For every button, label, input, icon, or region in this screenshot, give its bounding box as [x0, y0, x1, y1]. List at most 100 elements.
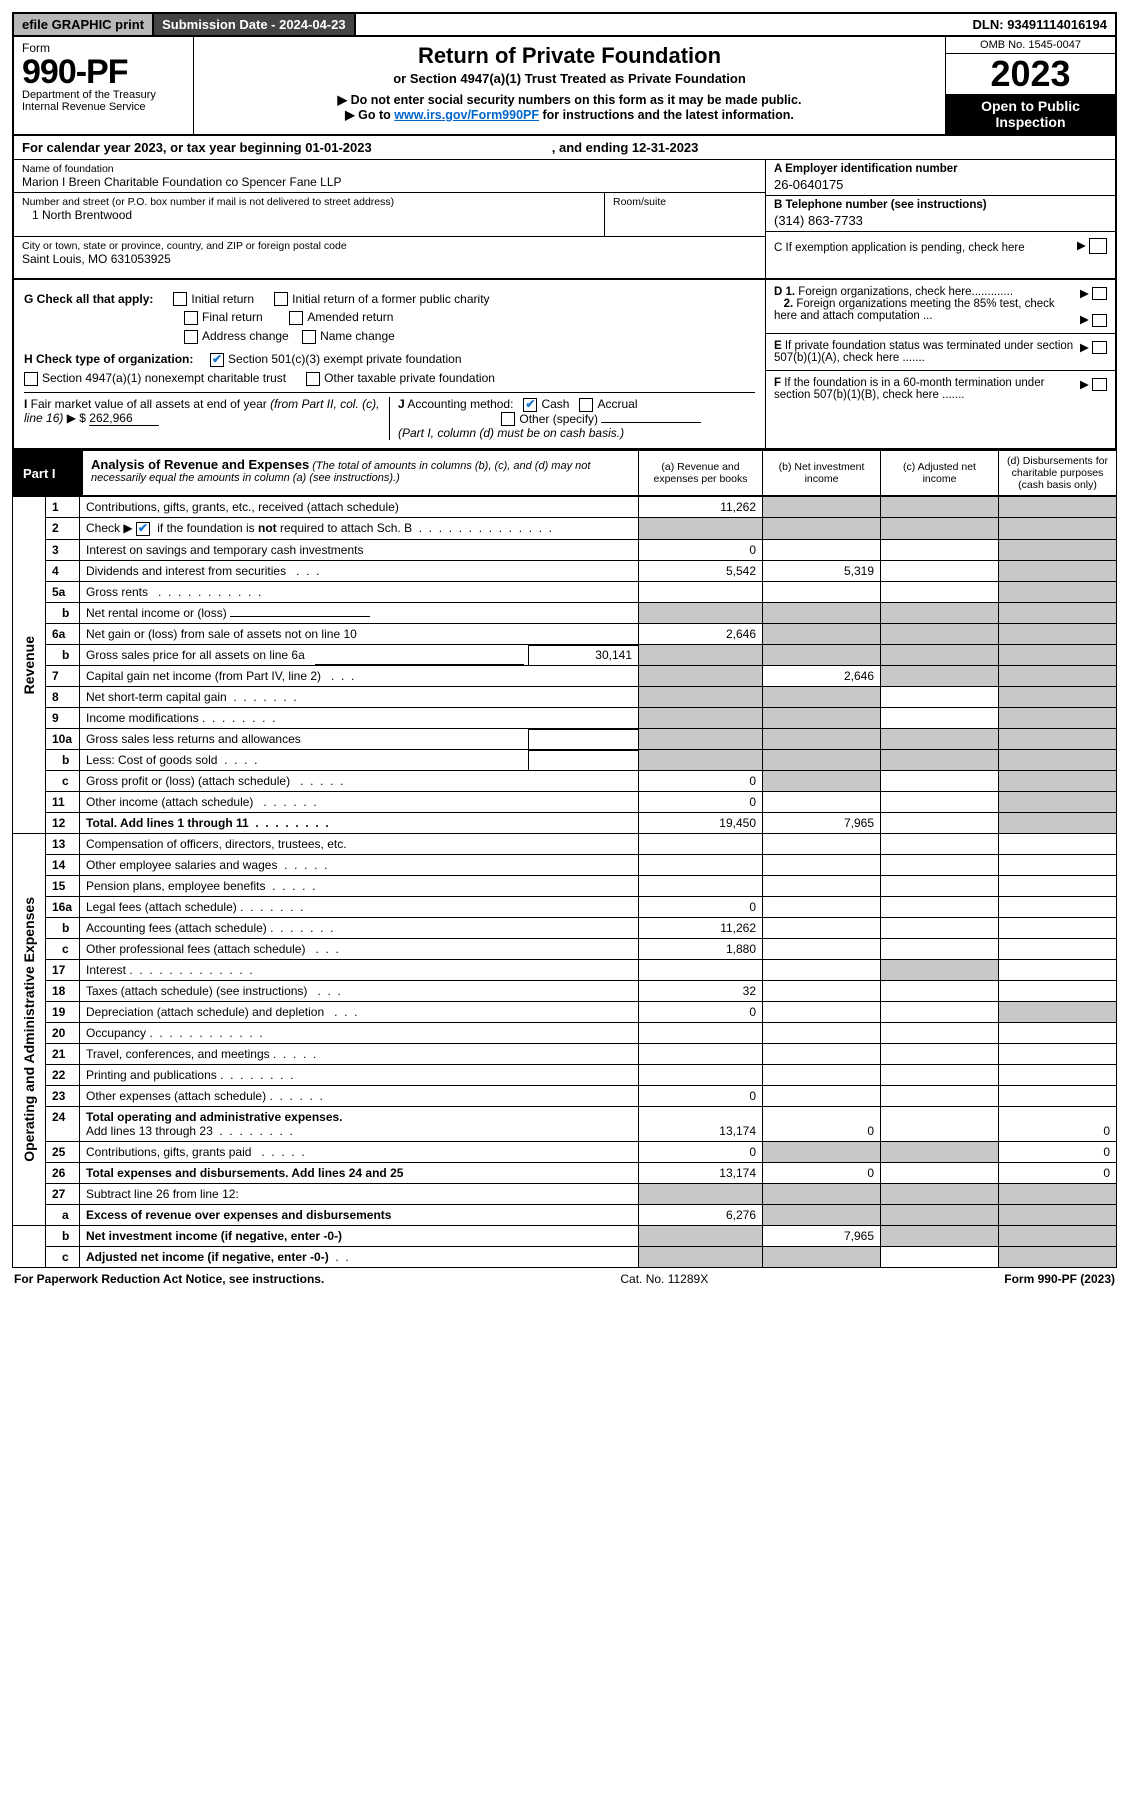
- j-block: J Accounting method: Cash Accrual Other …: [390, 397, 755, 441]
- table-row: aExcess of revenue over expenses and dis…: [13, 1205, 1117, 1226]
- name-change-label: Name change: [320, 329, 395, 343]
- address-change-checkbox[interactable]: [184, 330, 198, 344]
- col-b-header: (b) Net investment income: [762, 451, 880, 495]
- expenses-sidelabel: Operating and Administrative Expenses: [13, 834, 46, 1226]
- table-row: bAccounting fees (attach schedule) . . .…: [13, 918, 1117, 939]
- line-10c-desc: Gross profit or (loss) (attach schedule)…: [80, 771, 639, 792]
- line-17-desc: Interest . . . . . . . . . . . . .: [80, 960, 639, 981]
- other-method-checkbox[interactable]: [501, 412, 515, 426]
- line-16b-a: 11,262: [639, 918, 763, 939]
- line-5b-desc: Net rental income or (loss): [80, 603, 639, 624]
- ein-row: A Employer identification number 26-0640…: [766, 160, 1115, 196]
- address-row: Number and street (or P.O. box number if…: [14, 193, 765, 237]
- ein-value: 26-0640175: [774, 175, 1107, 192]
- room-cell: Room/suite: [605, 193, 765, 236]
- foundation-name-label: Name of foundation: [22, 163, 757, 175]
- line-2-desc: Check ▶ if the foundation is not require…: [80, 518, 639, 540]
- accrual-checkbox[interactable]: [579, 398, 593, 412]
- cash-checkbox[interactable]: [523, 398, 537, 412]
- line-4-b: 5,319: [763, 561, 881, 582]
- table-row: 8Net short-term capital gain . . . . . .…: [13, 687, 1117, 708]
- name-change-checkbox[interactable]: [302, 330, 316, 344]
- cal-begin: For calendar year 2023, or tax year begi…: [22, 140, 372, 155]
- paperwork-notice: For Paperwork Reduction Act Notice, see …: [14, 1272, 324, 1286]
- table-row: cGross profit or (loss) (attach schedule…: [13, 771, 1117, 792]
- omb-number: OMB No. 1545-0047: [946, 37, 1115, 54]
- s4947-label: Section 4947(a)(1) nonexempt charitable …: [42, 371, 286, 385]
- line-19-desc: Depreciation (attach schedule) and deple…: [80, 1002, 639, 1023]
- part-i-header: Part I Analysis of Revenue and Expenses …: [12, 449, 1117, 496]
- line-27c-desc: Adjusted net income (if negative, enter …: [80, 1247, 639, 1268]
- d1-checkbox[interactable]: [1092, 287, 1107, 300]
- header-left: Form 990-PF Department of the Treasury I…: [14, 37, 194, 134]
- street-label: Number and street (or P.O. box number if…: [22, 196, 596, 208]
- line-27b-desc: Net investment income (if negative, ente…: [80, 1226, 639, 1247]
- s501c3-checkbox[interactable]: [210, 353, 224, 367]
- other-taxable-checkbox[interactable]: [306, 372, 320, 386]
- e-row: E If private foundation status was termi…: [766, 334, 1115, 371]
- form-note-ssn: ▶ Do not enter social security numbers o…: [202, 92, 937, 107]
- form-number: 990-PF: [22, 55, 185, 89]
- table-row: b Less: Cost of goods sold . . . .: [13, 750, 1117, 771]
- table-row: Revenue 1Contributions, gifts, grants, e…: [13, 497, 1117, 518]
- goto-pre: ▶ Go to: [345, 108, 394, 122]
- j-note: (Part I, column (d) must be on cash basi…: [398, 426, 624, 440]
- table-row: 7Capital gain net income (from Part IV, …: [13, 666, 1117, 687]
- initial-return-checkbox[interactable]: [173, 292, 187, 306]
- city-label: City or town, state or province, country…: [22, 240, 757, 252]
- initial-return-label: Initial return: [191, 292, 254, 306]
- amended-return-label: Amended return: [307, 310, 393, 324]
- table-row: 27Subtract line 26 from line 12:: [13, 1184, 1117, 1205]
- f-checkbox[interactable]: [1092, 378, 1107, 391]
- final-return-label: Final return: [202, 310, 263, 324]
- cal-end: , and ending 12-31-2023: [552, 140, 699, 155]
- h-row: H Check type of organization: Section 50…: [24, 352, 755, 367]
- line-4-a: 5,542: [639, 561, 763, 582]
- d2-checkbox[interactable]: [1092, 314, 1107, 327]
- table-row: 6aNet gain or (loss) from sale of assets…: [13, 624, 1117, 645]
- form-header: Form 990-PF Department of the Treasury I…: [12, 37, 1117, 136]
- city-value: Saint Louis, MO 631053925: [22, 252, 757, 266]
- line-6b-inner: 30,141: [528, 645, 638, 665]
- line-18-a: 32: [639, 981, 763, 1002]
- line-24-b: 0: [763, 1107, 881, 1142]
- line-23-desc: Other expenses (attach schedule) . . . .…: [80, 1086, 639, 1107]
- street-value: 1 North Brentwood: [22, 208, 596, 222]
- table-row: 14Other employee salaries and wages . . …: [13, 855, 1117, 876]
- entity-block: Name of foundation Marion I Breen Charit…: [12, 160, 1117, 280]
- g-label: G Check all that apply:: [24, 292, 153, 306]
- ein-label: A Employer identification number: [774, 163, 1107, 175]
- exemption-arrow: ▶: [1077, 238, 1107, 254]
- page-footer: For Paperwork Reduction Act Notice, see …: [12, 1268, 1117, 1286]
- other-method-line: [601, 422, 701, 423]
- line-16a-desc: Legal fees (attach schedule) . . . . . .…: [80, 897, 639, 918]
- line-27a-desc: Excess of revenue over expenses and disb…: [80, 1205, 639, 1226]
- fmv-value: 262,966: [89, 411, 159, 426]
- form-subtitle: or Section 4947(a)(1) Trust Treated as P…: [202, 71, 937, 86]
- table-row: Operating and Administrative Expenses 13…: [13, 834, 1117, 855]
- h-label: H Check type of organization:: [24, 352, 193, 366]
- col-a-header: (a) Revenue and expenses per books: [638, 451, 762, 495]
- sch-b-checkbox[interactable]: [136, 522, 150, 536]
- line-16c-a: 1,880: [639, 939, 763, 960]
- form-ref: Form 990-PF (2023): [1004, 1272, 1115, 1286]
- line-15-desc: Pension plans, employee benefits . . . .…: [80, 876, 639, 897]
- exemption-checkbox[interactable]: [1089, 238, 1107, 254]
- revenue-sidelabel: Revenue: [13, 497, 46, 834]
- e-checkbox[interactable]: [1092, 341, 1107, 354]
- s501c3-label: Section 501(c)(3) exempt private foundat…: [228, 352, 461, 366]
- line-23-a: 0: [639, 1086, 763, 1107]
- street-cell: Number and street (or P.O. box number if…: [14, 193, 605, 236]
- foundation-name-row: Name of foundation Marion I Breen Charit…: [14, 160, 765, 193]
- goto-post: for instructions and the latest informat…: [539, 108, 794, 122]
- initial-former-checkbox[interactable]: [274, 292, 288, 306]
- amended-return-checkbox[interactable]: [289, 311, 303, 325]
- form-990pf-link[interactable]: www.irs.gov/Form990PF: [394, 108, 539, 122]
- table-row: 5aGross rents . . . . . . . . . . .: [13, 582, 1117, 603]
- part-i-desc: Analysis of Revenue and Expenses (The to…: [83, 451, 638, 495]
- efile-graphic-print[interactable]: efile GRAPHIC print: [14, 14, 154, 35]
- table-row: 20Occupancy . . . . . . . . . . . .: [13, 1023, 1117, 1044]
- s4947-checkbox[interactable]: [24, 372, 38, 386]
- check-left: G Check all that apply: Initial return I…: [14, 280, 765, 449]
- final-return-checkbox[interactable]: [184, 311, 198, 325]
